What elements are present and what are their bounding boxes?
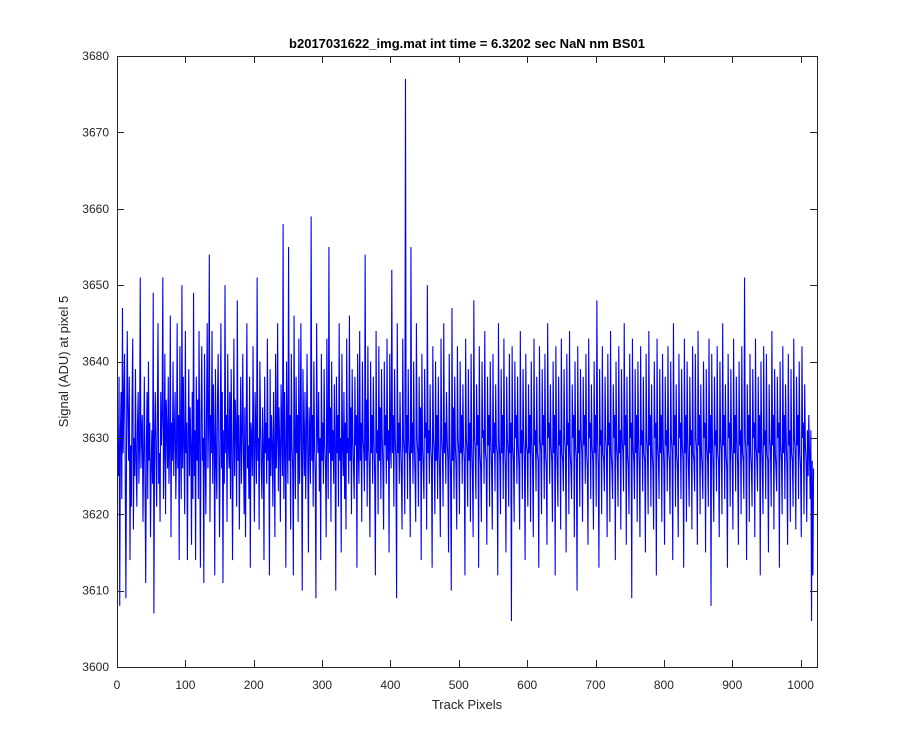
x-axis-label: Track Pixels xyxy=(432,697,503,712)
y-axis-label: Signal (ADU) at pixel 5 xyxy=(56,296,71,428)
y-tick-label: 3660 xyxy=(82,202,109,216)
y-tick-label: 3680 xyxy=(82,49,109,63)
x-tick-label: 0 xyxy=(114,678,121,692)
y-tick-label: 3640 xyxy=(82,355,109,369)
x-tick-label: 800 xyxy=(654,678,674,692)
y-tick-label: 3610 xyxy=(82,584,109,598)
y-tick-label: 3650 xyxy=(82,278,109,292)
x-tick-label: 200 xyxy=(244,678,264,692)
series-layer xyxy=(117,78,815,622)
x-tick-label: 400 xyxy=(380,678,400,692)
y-tick-label: 3630 xyxy=(82,431,109,445)
y-tick-label: 3620 xyxy=(82,507,109,521)
x-tick-label: 700 xyxy=(586,678,606,692)
chart-title: b2017031622_img.mat int time = 6.3202 se… xyxy=(289,36,645,51)
y-tick-label: 3670 xyxy=(82,125,109,139)
series-line-0 xyxy=(117,78,815,622)
x-tick-label: 900 xyxy=(722,678,742,692)
x-tick-label: 1000 xyxy=(787,678,814,692)
x-tick-label: 100 xyxy=(175,678,195,692)
ticks-layer: 0 100 200 300 400 500 600 700 800 900 1000 3600 3610… xyxy=(82,49,817,692)
x-tick-label: 500 xyxy=(449,678,469,692)
x-tick-label: 600 xyxy=(517,678,537,692)
x-tick-label: 300 xyxy=(312,678,332,692)
y-tick-label: 3600 xyxy=(82,660,109,674)
